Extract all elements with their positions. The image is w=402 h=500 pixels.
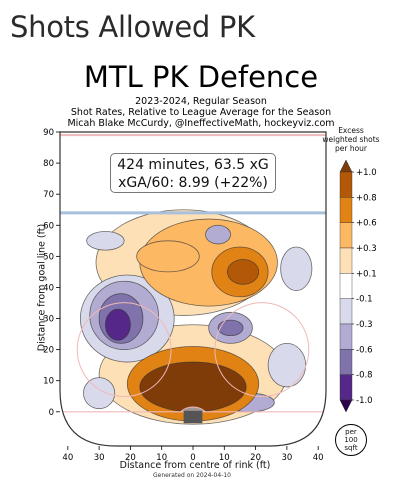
colorbar-tick-label: +0.6: [356, 219, 377, 229]
x-tick-label: 10: [219, 453, 230, 463]
goal-crease: [180, 406, 206, 413]
x-tick-label: 40: [62, 453, 73, 463]
colorbar-tick-label: +0.3: [356, 244, 377, 254]
rink-plot-area: [59, 131, 327, 447]
x-tick-label: 20: [125, 453, 136, 463]
colorbar-tick-label: +0.1: [356, 269, 377, 279]
colorbar-swatch: [339, 247, 353, 274]
y-tick-label: 60: [43, 221, 54, 231]
chart-title: MTL PK Defence: [83, 60, 319, 94]
goal-net: [183, 410, 203, 424]
contour-region-8: [136, 240, 200, 273]
x-tick-label: 30: [281, 453, 292, 463]
colorbar-title: Excess weighted shots per hour: [322, 126, 380, 153]
x-tick-label: 40: [313, 453, 324, 463]
contour-region-3: [86, 231, 125, 251]
contour-region-4: [280, 246, 313, 291]
contour-region-5: [83, 377, 116, 410]
colorbar-swatch: [339, 273, 353, 299]
chart-subtitle-description: Shot Rates, Relative to League Average f…: [70, 107, 332, 118]
chart-subtitle-season: 2023-2024, Regular Season: [135, 96, 267, 107]
colorbar-tick-label: -0.1: [356, 295, 373, 305]
colorbar-swatch: [339, 222, 353, 249]
summary-annotation: 424 minutes, 63.5 xG xGA/60: 8.99 (+22%): [110, 153, 276, 193]
y-tick-label: 0: [49, 408, 54, 418]
y-tick-label: 10: [43, 377, 54, 387]
y-axis-label: Distance from goal line (ft): [36, 223, 48, 352]
colorbar-tick-label: -1.0: [356, 396, 373, 406]
x-tick-label: 20: [250, 453, 261, 463]
colorbar-tick-label: +0.8: [356, 193, 377, 203]
colorbar-swatch: [339, 374, 353, 401]
y-tick-label: 50: [43, 252, 54, 262]
colorbar-swatch: [339, 349, 353, 375]
colorbar: +1.0 +0.8 +0.6 +0.3 +0.1 -0.1 -0.3 -0.6 -0.8 -1.0: [339, 159, 377, 413]
colorbar-tick-label: -0.3: [356, 320, 373, 330]
x-tick-label: 0: [190, 453, 195, 463]
annotation-line-xga: xGA/60: 8.99 (+22%): [118, 175, 268, 191]
colorbar-swatch: [339, 323, 353, 350]
generated-footer: Generated on 2024-04-10: [153, 472, 231, 479]
y-tick-label: 80: [43, 159, 54, 169]
axes: 0 10 20 30 40 50 60 70 80 90 40 30 20 10 0 10 20 30 40: [43, 128, 323, 463]
contour-region-18: [104, 308, 131, 341]
y-tick-label: 20: [43, 346, 54, 356]
contour-region-16: [217, 319, 244, 337]
y-tick-label: 90: [43, 128, 54, 138]
annotation-line-minutes: 424 minutes, 63.5 xG: [117, 157, 269, 173]
y-tick-label: 40: [43, 283, 54, 293]
x-axis-label: Distance from centre of rink (ft): [119, 460, 271, 471]
colorbar-swatch: [339, 197, 353, 223]
colorbar-bottom-extend: [339, 399, 353, 413]
colorbar-tick-label: -0.8: [356, 371, 373, 381]
x-tick-label: 10: [156, 453, 167, 463]
contour-region-6: [267, 343, 307, 388]
y-tick-label: 30: [43, 315, 54, 325]
x-tick-label: 30: [94, 453, 105, 463]
y-tick-label: 70: [43, 190, 54, 200]
colorbar-top-extend: [339, 159, 353, 173]
faceoff-circle-right: [214, 302, 310, 398]
chart-subtitle-author: Micah Blake McCurdy, @IneffectiveMath, h…: [67, 118, 335, 129]
per-unit-line-2: 100: [344, 436, 358, 444]
colorbar-tick-label: -0.6: [356, 345, 373, 355]
per-unit-badge: per 100 sqft: [335, 424, 367, 456]
rink-boards: [59, 131, 327, 447]
contour-region-11: [205, 224, 231, 245]
colorbar-tick-label: +1.0: [356, 168, 377, 178]
faceoff-circle-left: [76, 302, 172, 398]
contour-region-19: [139, 361, 247, 413]
per-unit-line-1: per: [345, 428, 357, 436]
colorbar-swatch: [339, 298, 353, 325]
colorbar-swatch: [339, 171, 353, 198]
contour-region-17: [227, 259, 260, 285]
per-unit-line-3: sqft: [344, 444, 358, 452]
page-title: Shots Allowed PK: [10, 10, 255, 44]
